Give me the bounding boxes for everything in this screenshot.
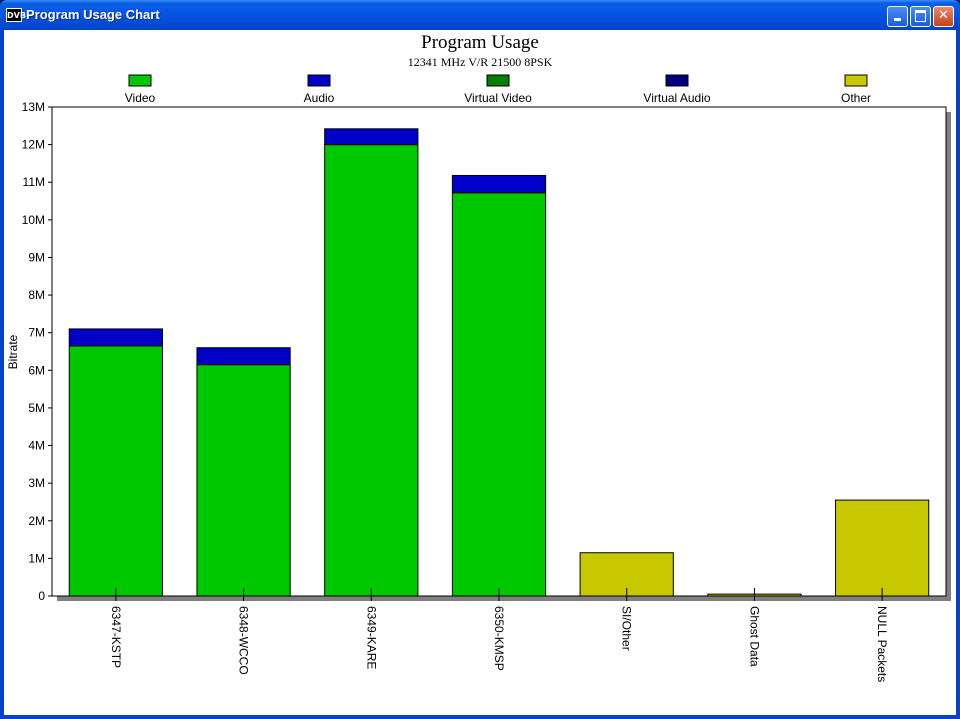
bar-video xyxy=(451,192,547,597)
x-tick-label: 6349-KARE xyxy=(364,606,378,669)
y-tick-label: 4M xyxy=(28,439,45,453)
maximize-button[interactable] xyxy=(910,6,931,27)
dvb-app-icon: DVB xyxy=(6,8,26,22)
bar-audio xyxy=(196,347,291,366)
bar-video xyxy=(196,364,291,597)
x-tick-label: Ghost Data xyxy=(747,606,761,667)
x-tick-label: 6347-KSTP xyxy=(109,606,123,668)
title-bar[interactable]: DVB Program Usage Chart ✕ xyxy=(0,0,960,30)
program-usage-chart: Program Usage 12341 MHz V/R 21500 8PSK V… xyxy=(6,32,951,682)
maximize-icon xyxy=(915,10,926,22)
x-tick-label: 6350-KMSP xyxy=(492,606,506,671)
bar-audio xyxy=(68,328,163,347)
chart-legend: Video Audio Virtual Video Virtual Audio Othe… xyxy=(125,74,871,105)
bars xyxy=(68,128,930,597)
x-tick-label: SI/Other xyxy=(620,606,634,651)
bar-audio xyxy=(324,128,419,146)
chart-title: Program Usage xyxy=(421,32,539,53)
y-tick-label: 0 xyxy=(38,589,45,603)
legend-label: Audio xyxy=(304,91,335,105)
y-tick-label: 13M xyxy=(22,100,45,114)
y-axis: 0 1M 2M 3M 4M 5M 6M 7M 8M 9M 10M 11M 12M 13M xyxy=(22,100,52,603)
y-tick-label: 5M xyxy=(28,401,45,415)
close-button[interactable]: ✕ xyxy=(933,6,954,27)
y-tick-label: 8M xyxy=(28,288,45,302)
x-tick-label: 6348-WCCO xyxy=(237,606,251,675)
bar-video xyxy=(324,144,419,597)
y-tick-label: 12M xyxy=(22,138,45,152)
x-tick-label: NULL Packets xyxy=(875,606,889,682)
legend-swatch xyxy=(486,74,510,87)
y-tick-label: 7M xyxy=(28,326,45,340)
bar-other xyxy=(835,499,930,597)
bar-audio xyxy=(451,174,547,194)
legend-swatch xyxy=(128,74,152,87)
legend-swatch xyxy=(844,74,868,87)
minimize-button[interactable] xyxy=(887,6,908,27)
chart-subtitle: 12341 MHz V/R 21500 8PSK xyxy=(408,55,553,69)
legend-label: Other xyxy=(841,91,871,105)
y-tick-label: 2M xyxy=(28,514,45,528)
close-icon: ✕ xyxy=(938,8,949,23)
bar-video xyxy=(68,345,163,597)
y-tick-label: 10M xyxy=(22,213,45,227)
chart-area: Program Usage 12341 MHz V/R 21500 8PSK V… xyxy=(4,30,956,715)
legend-label: Video xyxy=(125,91,156,105)
y-tick-label: 3M xyxy=(28,476,45,490)
legend-swatch xyxy=(665,74,689,87)
y-axis-label: Bitrate xyxy=(6,334,20,369)
x-axis: 6347-KSTP 6348-WCCO 6349-KARE 6350-KMSP SI/O… xyxy=(109,588,889,682)
window-title: Program Usage Chart xyxy=(26,7,160,22)
y-tick-label: 1M xyxy=(28,551,45,565)
legend-label: Virtual Video xyxy=(464,91,532,105)
y-tick-label: 6M xyxy=(28,363,45,377)
y-tick-label: 9M xyxy=(28,250,45,264)
legend-swatch xyxy=(307,74,331,87)
legend-label: Virtual Audio xyxy=(643,91,710,105)
minimize-icon xyxy=(894,18,901,21)
y-tick-label: 11M xyxy=(23,175,45,189)
